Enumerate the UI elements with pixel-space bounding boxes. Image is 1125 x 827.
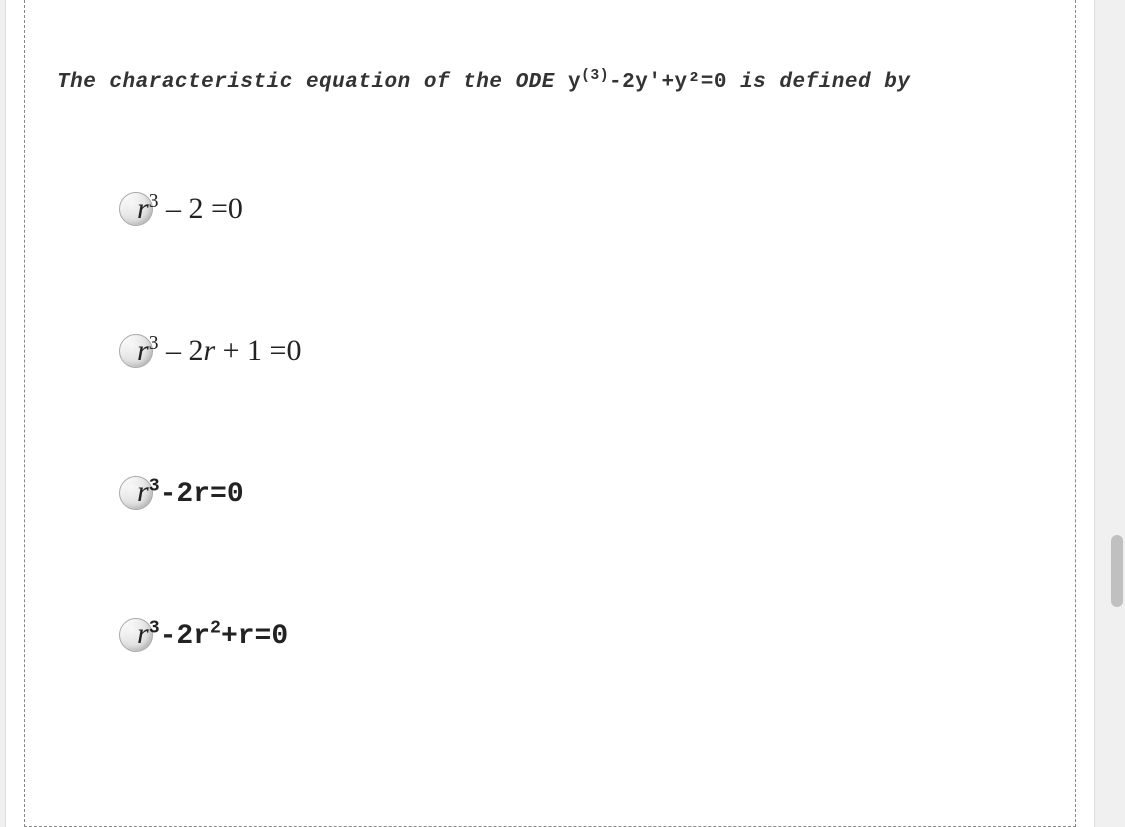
question-prompt: The characteristic equation of the ODE y… [57,68,1043,97]
question-equation: y(3)-2y'+y²=0 [568,71,727,94]
option-c-label: r3-2r=0 [137,477,244,509]
option-b-label: r3 – 2r + 1 =0 [137,336,301,366]
scrollbar-thumb[interactable] [1111,535,1123,607]
option-a-label: r3 – 2 =0 [137,194,243,224]
question-box: The characteristic equation of the ODE y… [24,0,1076,827]
option-d[interactable]: r3-2r2+r=0 [119,618,1043,652]
vertical-scrollbar[interactable] [1109,0,1125,827]
option-d-label: r3-2r2+r=0 [137,619,288,651]
question-suffix: is defined by [727,71,910,94]
option-c[interactable]: r3-2r=0 [119,476,1043,510]
page-container: The characteristic equation of the ODE y… [5,0,1095,827]
question-prefix: The characteristic equation of the ODE [57,71,568,94]
options-list: r3 – 2 =0 r3 – 2r + 1 =0 r3-2r=0 r3-2r2+… [57,192,1043,652]
option-a[interactable]: r3 – 2 =0 [119,192,1043,226]
option-b[interactable]: r3 – 2r + 1 =0 [119,334,1043,368]
